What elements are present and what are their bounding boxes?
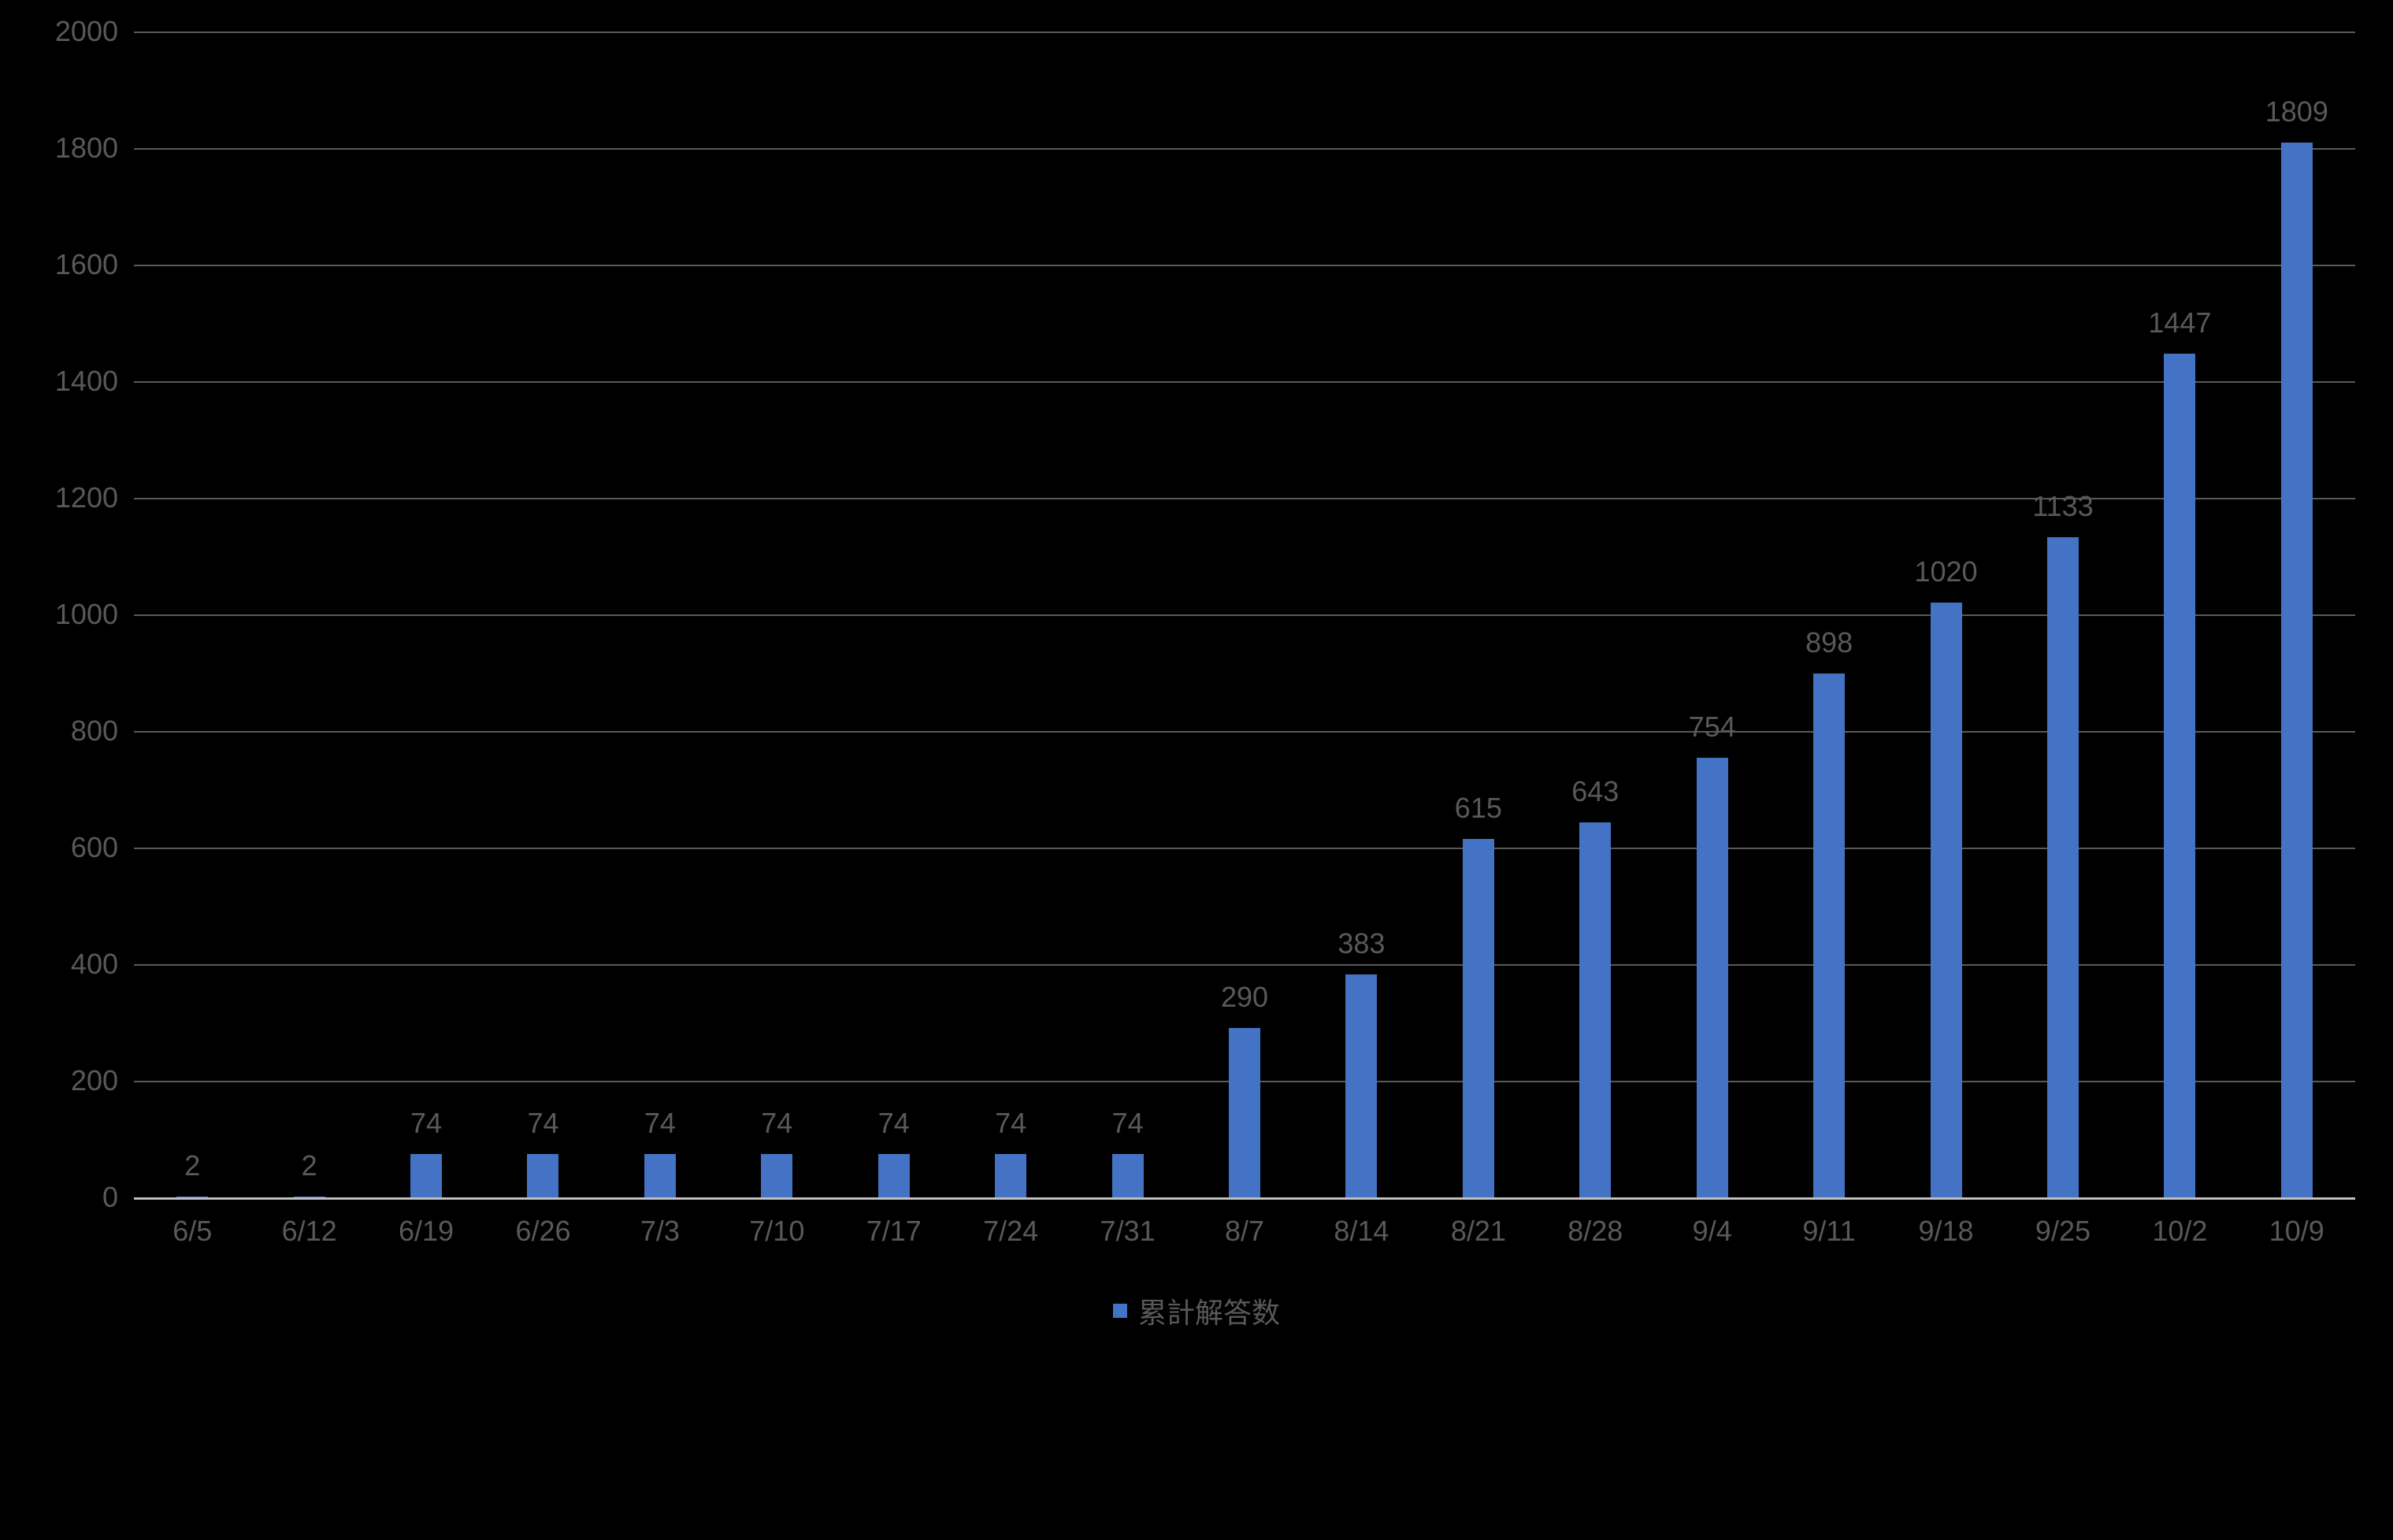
x-tick-label: 7/3	[602, 1215, 718, 1248]
data-label: 1133	[2032, 490, 2093, 523]
data-label: 615	[1455, 792, 1502, 825]
x-tick-label: 7/17	[836, 1215, 952, 1248]
bar-slot: 615	[1420, 32, 1537, 1197]
x-tick-label: 8/28	[1537, 1215, 1653, 1248]
bar	[995, 1154, 1026, 1197]
bar-slot: 1020	[1887, 32, 2004, 1197]
bar-slot: 643	[1537, 32, 1653, 1197]
data-label: 290	[1221, 981, 1268, 1014]
y-tick-label: 1800	[55, 132, 134, 165]
x-tick-label: 7/24	[952, 1215, 1069, 1248]
x-tick-label: 10/2	[2121, 1215, 2238, 1248]
legend-swatch	[1113, 1304, 1127, 1318]
x-tick-label: 6/26	[484, 1215, 601, 1248]
data-label: 383	[1337, 927, 1385, 960]
bar-chart: 0200400600800100012001400160018002000 22…	[0, 0, 2393, 1540]
bar-slot: 74	[484, 32, 601, 1197]
bar-slot: 74	[952, 32, 1069, 1197]
bar	[878, 1154, 910, 1197]
bar	[761, 1154, 792, 1197]
x-tick-label: 9/4	[1653, 1215, 1770, 1248]
y-tick-label: 1000	[55, 598, 134, 631]
x-tick-label: 9/25	[2005, 1215, 2121, 1248]
x-tick-label: 6/12	[250, 1215, 367, 1248]
x-tick-label: 7/31	[1069, 1215, 1185, 1248]
bar	[1463, 839, 1494, 1197]
y-tick-label: 1400	[55, 365, 134, 398]
data-label: 754	[1689, 711, 1736, 744]
bar-slot: 74	[602, 32, 718, 1197]
bar	[2164, 354, 2195, 1197]
bar	[2281, 143, 2313, 1197]
y-tick-label: 400	[71, 948, 134, 981]
x-tick-label: 9/11	[1771, 1215, 1887, 1248]
data-label: 2	[184, 1149, 200, 1182]
bar-slot: 290	[1186, 32, 1303, 1197]
bar	[1579, 822, 1611, 1197]
data-label: 74	[761, 1107, 792, 1140]
bar	[410, 1154, 442, 1197]
bar-slot: 1447	[2121, 32, 2238, 1197]
bar-slot: 74	[836, 32, 952, 1197]
data-label: 2	[302, 1149, 317, 1182]
data-label: 74	[410, 1107, 442, 1140]
data-label: 898	[1805, 626, 1853, 659]
x-tick-label: 10/9	[2239, 1215, 2355, 1248]
data-label: 74	[1112, 1107, 1144, 1140]
bar	[1229, 1028, 1260, 1197]
y-tick-label: 2000	[55, 15, 134, 48]
plot-area: 0200400600800100012001400160018002000 22…	[134, 32, 2355, 1197]
y-tick-label: 600	[71, 831, 134, 864]
bar-slot: 898	[1771, 32, 1887, 1197]
bar	[1112, 1154, 1144, 1197]
data-label: 74	[527, 1107, 558, 1140]
x-tick-label: 6/5	[134, 1215, 250, 1248]
bar-slot: 74	[1069, 32, 1185, 1197]
y-tick-label: 800	[71, 714, 134, 748]
bars-container: 2 2 74 74 74 74 74 74 74 290 383 615 643 754 898 1020 11…	[134, 32, 2355, 1197]
data-label: 1020	[1914, 555, 1977, 588]
data-label: 643	[1571, 775, 1619, 808]
bar-slot: 74	[368, 32, 484, 1197]
bar-slot: 1809	[2239, 32, 2355, 1197]
bar-slot: 1133	[2005, 32, 2121, 1197]
bar-slot: 74	[718, 32, 835, 1197]
legend-label: 累計解答数	[1138, 1290, 1280, 1331]
bar-slot: 2	[134, 32, 250, 1197]
bar	[2047, 537, 2079, 1197]
y-tick-label: 200	[71, 1064, 134, 1097]
x-axis-line	[134, 1197, 2355, 1200]
data-label: 74	[995, 1107, 1026, 1140]
y-tick-label: 1200	[55, 481, 134, 514]
bar-slot: 383	[1303, 32, 1419, 1197]
x-tick-label: 9/18	[1887, 1215, 2004, 1248]
bar-slot: 754	[1653, 32, 1770, 1197]
bar	[1813, 674, 1845, 1197]
x-tick-label: 8/7	[1186, 1215, 1303, 1248]
bar	[644, 1154, 676, 1197]
y-tick-label: 0	[102, 1181, 134, 1214]
x-tick-label: 6/19	[368, 1215, 484, 1248]
bar	[1697, 758, 1728, 1197]
data-label: 74	[644, 1107, 676, 1140]
x-tick-label: 8/21	[1420, 1215, 1537, 1248]
data-label: 1447	[2148, 306, 2211, 340]
bar	[1931, 603, 1962, 1197]
bar-slot: 2	[250, 32, 367, 1197]
bar	[527, 1154, 558, 1197]
data-label: 74	[878, 1107, 910, 1140]
data-label: 1809	[2265, 95, 2328, 128]
y-tick-label: 1600	[55, 248, 134, 281]
x-tick-label: 8/14	[1303, 1215, 1419, 1248]
x-axis-tick-labels: 6/56/126/196/267/37/107/177/247/318/78/1…	[134, 1215, 2355, 1248]
legend: 累計解答数	[1113, 1290, 1280, 1331]
x-tick-label: 7/10	[718, 1215, 835, 1248]
bar	[1345, 974, 1377, 1197]
